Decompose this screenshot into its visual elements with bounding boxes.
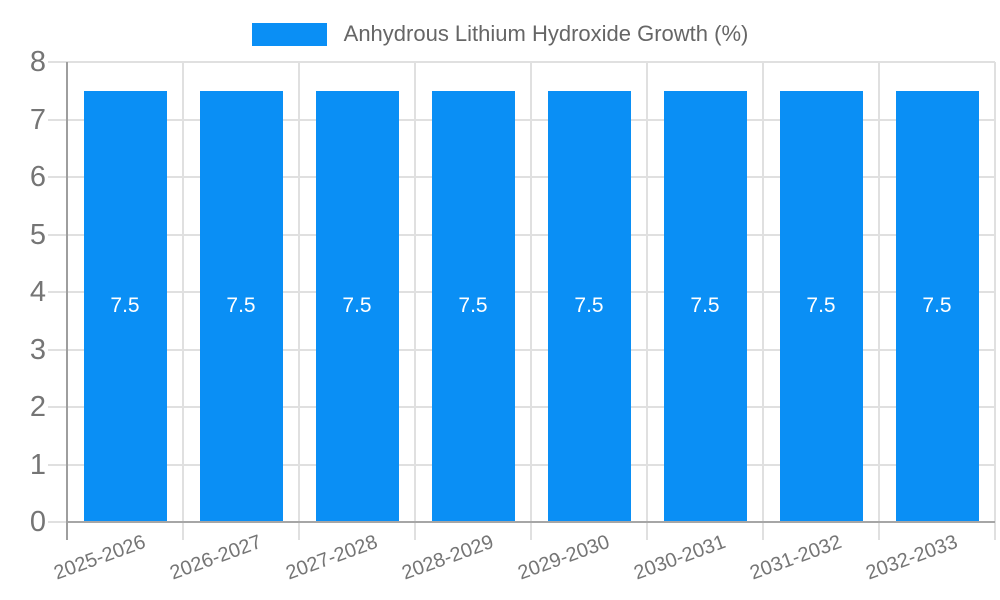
vertical-gridline — [182, 62, 184, 540]
bar-value-label: 7.5 — [574, 294, 604, 318]
horizontal-gridline — [48, 176, 995, 178]
legend-label: Anhydrous Lithium Hydroxide Growth (%) — [343, 21, 749, 46]
horizontal-gridline — [48, 233, 995, 236]
y-axis-tick-label: 2 — [29, 391, 46, 423]
horizontal-gridline — [48, 348, 995, 351]
y-axis-tick-label: 7 — [29, 103, 46, 136]
bar-value-label: 7.5 — [690, 294, 720, 318]
y-axis-tick-label: 8 — [29, 46, 46, 78]
bar-value-label: 7.5 — [458, 294, 488, 318]
bar[interactable]: 7.5 — [315, 90, 399, 522]
legend-swatch-icon — [251, 22, 327, 46]
bar[interactable]: 7.5 — [779, 90, 863, 522]
bar-value-label: 7.5 — [922, 294, 952, 318]
vertical-gridline — [414, 62, 416, 540]
y-axis-tick-label: 3 — [29, 333, 46, 366]
y-axis-tick-label: 1 — [29, 448, 46, 481]
y-axis-line — [66, 62, 68, 540]
bar[interactable]: 7.5 — [83, 90, 167, 522]
vertical-gridline — [878, 62, 880, 540]
x-axis-line — [67, 521, 995, 523]
horizontal-gridline — [48, 291, 995, 293]
vertical-gridline — [762, 62, 764, 540]
y-axis-tick-label: 5 — [29, 218, 46, 251]
bar-value-label: 7.5 — [342, 294, 372, 318]
y-axis-tick-label: 0 — [29, 506, 46, 538]
vertical-gridline — [298, 62, 300, 540]
bar[interactable]: 7.5 — [547, 90, 631, 522]
vertical-gridline — [994, 62, 996, 540]
bar[interactable]: 7.5 — [895, 90, 979, 522]
bar-value-label: 7.5 — [226, 294, 256, 318]
legend: Anhydrous Lithium Hydroxide Growth (%) — [0, 18, 1000, 50]
horizontal-gridline — [48, 406, 995, 408]
bar-value-label: 7.5 — [110, 294, 140, 318]
horizontal-gridline — [48, 61, 995, 63]
vertical-gridline — [530, 62, 532, 540]
bar[interactable]: 7.5 — [199, 90, 283, 522]
vertical-gridline — [646, 62, 648, 540]
bar[interactable]: 7.5 — [663, 90, 747, 522]
bar-value-label: 7.5 — [806, 294, 836, 318]
y-axis-tick-label: 6 — [29, 161, 46, 193]
horizontal-gridline — [48, 463, 995, 466]
y-axis-tick-label: 4 — [29, 276, 46, 308]
bar[interactable]: 7.5 — [431, 90, 515, 522]
horizontal-gridline — [48, 118, 995, 121]
